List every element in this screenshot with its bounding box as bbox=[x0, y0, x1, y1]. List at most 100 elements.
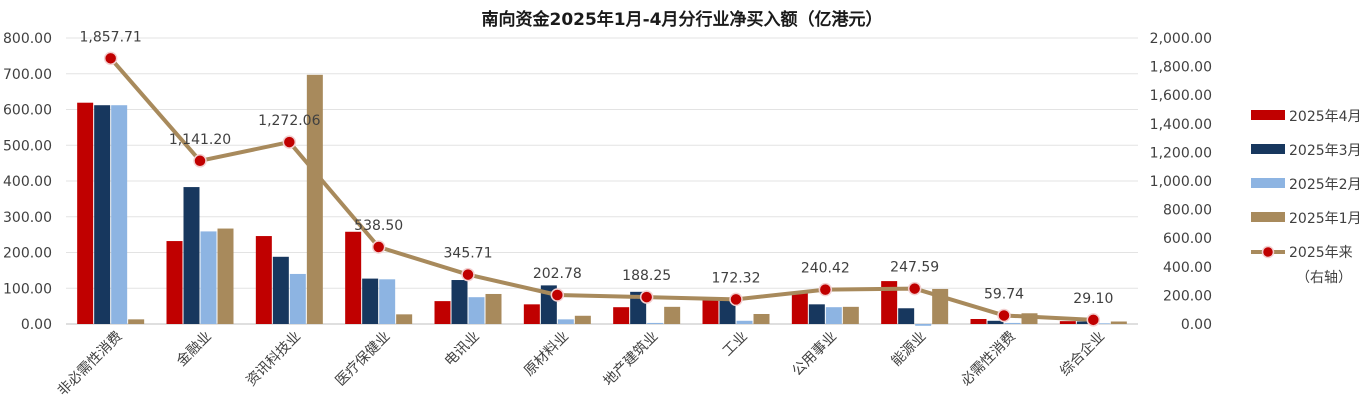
bars bbox=[77, 74, 1127, 326]
left-tick-label: 800.00 bbox=[3, 31, 52, 47]
bar bbox=[1059, 321, 1076, 324]
bar bbox=[94, 105, 111, 325]
data-label: 240.42 bbox=[801, 261, 850, 277]
legend-swatch bbox=[1251, 144, 1285, 154]
category-label: 非必需性消费 bbox=[55, 329, 126, 400]
bar bbox=[166, 241, 183, 324]
right-tick-label: 2,000.00 bbox=[1150, 31, 1212, 47]
line-point bbox=[997, 308, 1011, 323]
right-tick-label: 1,000.00 bbox=[1150, 174, 1212, 190]
bar bbox=[791, 292, 808, 324]
bar bbox=[753, 313, 770, 324]
bar bbox=[987, 320, 1004, 324]
category-label: 工业 bbox=[720, 329, 751, 360]
bar bbox=[217, 228, 234, 324]
bar bbox=[306, 74, 323, 324]
bar bbox=[881, 281, 898, 324]
line-point bbox=[907, 281, 922, 296]
right-tick-label: 200.00 bbox=[1163, 288, 1212, 304]
line-point bbox=[818, 282, 833, 297]
bar bbox=[664, 306, 681, 324]
bar bbox=[898, 308, 915, 324]
legend-axis-note: （右轴） bbox=[1296, 270, 1352, 286]
bar bbox=[719, 300, 736, 324]
bar bbox=[485, 293, 502, 324]
chart-title: 南向资金2025年1月-4月分行业净买入额（亿港元） bbox=[481, 9, 882, 30]
category-label: 金融业 bbox=[174, 329, 215, 370]
legend-swatch bbox=[1251, 110, 1285, 120]
category-label: 医疗保健业 bbox=[333, 329, 394, 390]
line-point bbox=[282, 135, 297, 149]
legend-swatch bbox=[1251, 178, 1285, 188]
category-label: 地产建筑业 bbox=[601, 329, 662, 390]
cumulative-line: 1,857.71 1,141.20 1,272.06 538.50 345.71 202.… bbox=[79, 29, 1113, 327]
data-label: 188.25 bbox=[622, 268, 671, 284]
bar bbox=[272, 256, 289, 324]
bar bbox=[1004, 322, 1021, 324]
bar bbox=[574, 315, 591, 324]
line-point bbox=[193, 154, 207, 168]
category-label: 综合企业 bbox=[1057, 328, 1109, 380]
right-tick-label: 0.00 bbox=[1181, 317, 1212, 333]
line-point bbox=[729, 292, 743, 307]
data-label: 1,272.06 bbox=[258, 113, 320, 129]
category-label: 能源业 bbox=[888, 329, 929, 370]
bar bbox=[111, 105, 128, 325]
data-label: 538.50 bbox=[354, 218, 403, 234]
bar bbox=[825, 307, 842, 324]
bar bbox=[915, 324, 932, 326]
bar bbox=[970, 318, 987, 324]
bar bbox=[451, 280, 468, 324]
legend-label: 2025年3月 bbox=[1289, 143, 1362, 159]
bar bbox=[128, 319, 145, 324]
line-point bbox=[461, 267, 475, 282]
bar bbox=[77, 102, 94, 325]
bar bbox=[345, 231, 362, 324]
data-label: 345.71 bbox=[444, 246, 493, 262]
bar bbox=[183, 187, 200, 324]
data-label: 29.10 bbox=[1073, 291, 1113, 307]
line-point bbox=[371, 240, 386, 254]
left-tick-label: 100.00 bbox=[3, 281, 52, 297]
bar bbox=[842, 306, 859, 324]
bar bbox=[702, 299, 719, 324]
bar bbox=[523, 304, 540, 324]
category-labels: 非必需性消费 金融业 资讯科技业 医疗保健业 电讯业 原材料业 地产建筑业 工业 公用事业 能源业… bbox=[55, 328, 1108, 399]
left-tick-label: 600.00 bbox=[3, 103, 52, 119]
data-label: 1,857.71 bbox=[79, 29, 141, 45]
left-tick-label: 700.00 bbox=[3, 67, 52, 83]
line-point bbox=[639, 290, 654, 304]
category-label: 电讯业 bbox=[442, 329, 483, 370]
right-tick-label: 1,800.00 bbox=[1150, 60, 1212, 76]
legend-marker bbox=[1261, 245, 1275, 259]
legend-label: 2025年4月 bbox=[1289, 109, 1362, 125]
data-label: 172.32 bbox=[712, 270, 761, 286]
line-point bbox=[550, 288, 565, 302]
right-axis: 0.00 200.00 400.00 600.00 800.00 1,000.00 1,20… bbox=[1150, 31, 1212, 333]
data-label: 202.78 bbox=[533, 266, 582, 282]
bar bbox=[396, 314, 413, 324]
bar bbox=[468, 297, 485, 324]
data-label: 59.74 bbox=[984, 286, 1024, 302]
category-label: 公用事业 bbox=[789, 329, 840, 380]
category-label: 必需性消费 bbox=[958, 329, 1019, 390]
right-tick-label: 600.00 bbox=[1163, 231, 1212, 247]
right-tick-label: 1,600.00 bbox=[1150, 88, 1212, 104]
bar bbox=[736, 320, 753, 324]
legend-label: 2025年2月 bbox=[1289, 177, 1362, 193]
left-tick-label: 200.00 bbox=[3, 246, 52, 262]
left-tick-label: 500.00 bbox=[3, 138, 52, 154]
legend-label: 2025年来 bbox=[1289, 245, 1353, 261]
bar bbox=[808, 304, 825, 324]
line-point bbox=[103, 51, 118, 66]
bar bbox=[362, 278, 379, 324]
bar bbox=[613, 307, 630, 324]
bar bbox=[647, 322, 664, 324]
right-tick-label: 1,400.00 bbox=[1150, 117, 1212, 133]
category-label: 原材料业 bbox=[521, 329, 572, 380]
bar bbox=[1093, 323, 1110, 324]
data-label: 1,141.20 bbox=[169, 132, 231, 148]
left-tick-label: 400.00 bbox=[3, 174, 52, 190]
